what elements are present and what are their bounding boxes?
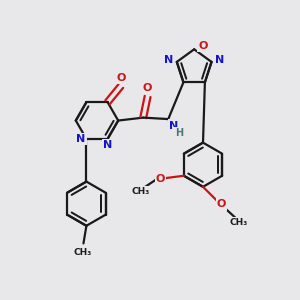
Text: N: N xyxy=(169,121,178,130)
Text: CH₃: CH₃ xyxy=(74,248,92,257)
Text: O: O xyxy=(143,83,152,93)
Text: N: N xyxy=(215,56,224,65)
Text: H: H xyxy=(175,128,183,138)
Text: CH₃: CH₃ xyxy=(131,187,150,196)
Text: N: N xyxy=(76,134,86,144)
Text: N: N xyxy=(103,140,112,150)
Text: O: O xyxy=(217,200,226,209)
Text: CH₃: CH₃ xyxy=(229,218,248,226)
Text: O: O xyxy=(198,41,208,51)
Text: N: N xyxy=(164,56,173,65)
Text: O: O xyxy=(156,174,165,184)
Text: O: O xyxy=(116,73,125,83)
